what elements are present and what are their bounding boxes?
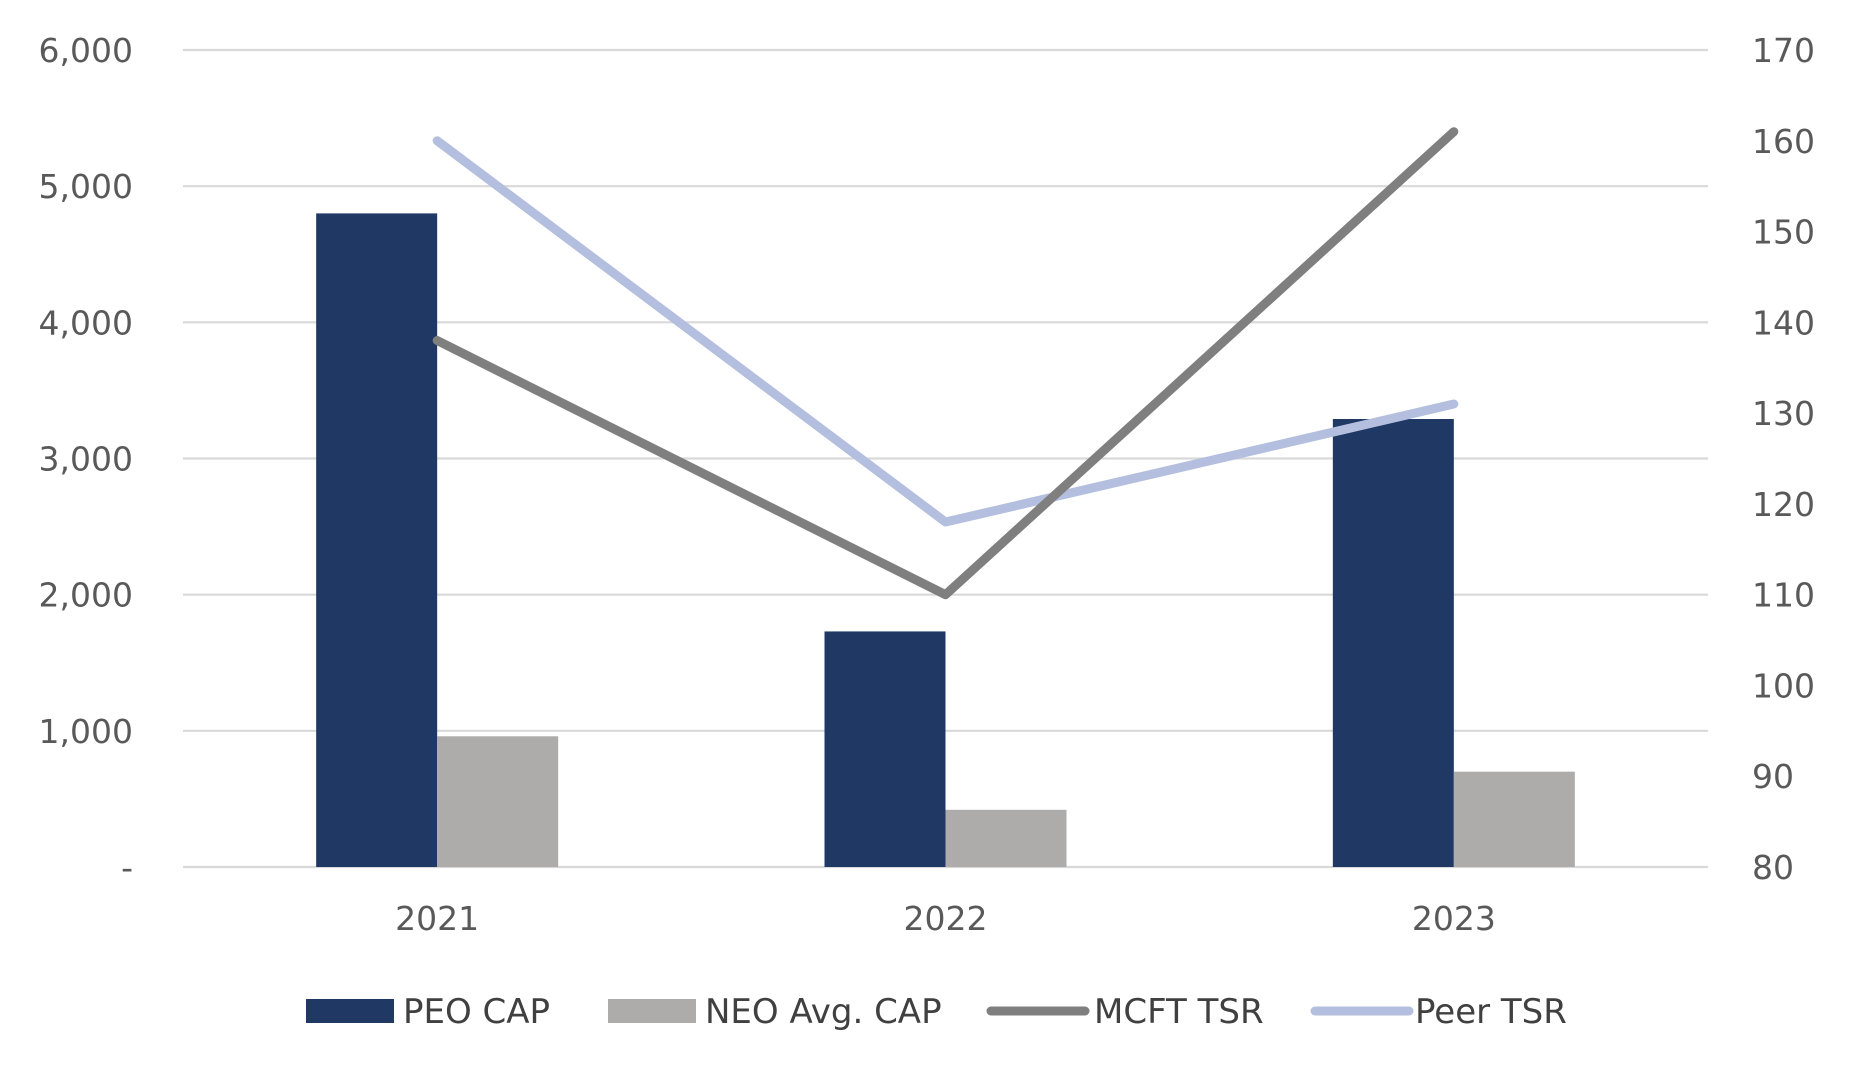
legend-label-peo-cap: PEO CAP bbox=[403, 992, 550, 1032]
y2-tick-label: 170 bbox=[1752, 31, 1815, 70]
y2-tick-label: 100 bbox=[1752, 666, 1815, 705]
right-axis: 80 90 100 110 120 130 140 150 160 170 bbox=[1752, 31, 1815, 887]
y2-tick-label: 110 bbox=[1752, 576, 1815, 615]
x-tick-label: 2021 bbox=[395, 899, 479, 938]
point-mcft-tsr bbox=[945, 594, 946, 596]
bars bbox=[316, 213, 1575, 867]
y2-tick-label: 120 bbox=[1752, 485, 1815, 524]
legend-label-mcft-tsr: MCFT TSR bbox=[1094, 992, 1264, 1032]
y2-tick-label: 160 bbox=[1752, 122, 1815, 161]
series-lines bbox=[432, 127, 1459, 600]
y-tick-label: 5,000 bbox=[39, 167, 133, 206]
y-tick-label: 3,000 bbox=[39, 440, 133, 479]
x-tick-label: 2023 bbox=[1412, 899, 1496, 938]
y-tick-label: 2,000 bbox=[39, 576, 133, 615]
point-peer-tsr bbox=[436, 140, 438, 142]
y2-tick-label: 90 bbox=[1752, 757, 1794, 796]
point-peer-tsr bbox=[1453, 403, 1455, 405]
point-peer-tsr bbox=[945, 521, 946, 523]
bar-neo-avg-cap bbox=[945, 809, 1067, 867]
point-mcft-tsr bbox=[1453, 131, 1455, 133]
y-tick-label: 1,000 bbox=[39, 712, 133, 751]
y-tick-label: 4,000 bbox=[39, 303, 133, 342]
left-axis: - 1,000 2,000 3,000 4,000 5,000 6,000 bbox=[39, 31, 133, 887]
legend-label-neo-avg-cap: NEO Avg. CAP bbox=[705, 992, 942, 1032]
legend-label-peer-tsr: Peer TSR bbox=[1415, 992, 1567, 1032]
bar-peo-cap bbox=[1332, 419, 1454, 867]
y2-tick-label: 80 bbox=[1752, 848, 1794, 887]
point-mcft-tsr bbox=[436, 339, 438, 341]
bar-peo-cap bbox=[824, 631, 946, 867]
legend-swatch-neo-avg-cap bbox=[608, 999, 696, 1023]
y-tick-label: - bbox=[121, 848, 133, 887]
bar-peo-cap bbox=[316, 213, 438, 867]
y2-tick-label: 130 bbox=[1752, 394, 1815, 433]
bar-neo-avg-cap bbox=[437, 736, 559, 867]
line-peer-tsr bbox=[432, 136, 1459, 527]
y-tick-label: 6,000 bbox=[39, 31, 133, 70]
legend-swatch-peo-cap bbox=[306, 999, 394, 1023]
x-tick-label: 2022 bbox=[904, 899, 988, 938]
y2-tick-label: 140 bbox=[1752, 303, 1815, 342]
legend: PEO CAP NEO Avg. CAP MCFT TSR Peer TSR bbox=[306, 992, 1567, 1032]
x-axis: 2021 2022 2023 bbox=[395, 899, 1496, 938]
bar-neo-avg-cap bbox=[1453, 771, 1575, 867]
y2-tick-label: 150 bbox=[1752, 213, 1815, 252]
